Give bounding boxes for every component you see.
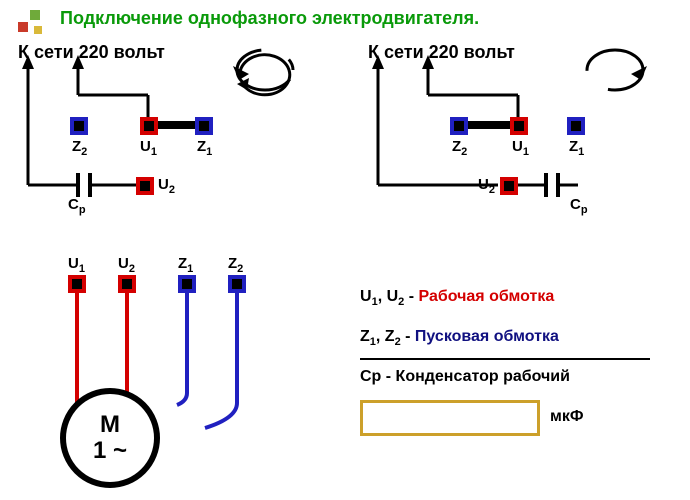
term-z2-bottom (228, 275, 246, 293)
term-u1-right (510, 117, 528, 135)
lbl-z2-left: Z2 (72, 138, 87, 158)
lbl-z1-bottom: Z1 (178, 255, 193, 275)
right-circuit-wires (368, 55, 668, 215)
lbl-z2-bottom: Z2 (228, 255, 243, 275)
term-u2-bottom (118, 275, 136, 293)
term-z1-bottom (178, 275, 196, 293)
lbl-u1-left: U1 (140, 138, 157, 158)
term-z2-left (70, 117, 88, 135)
term-u2-right (500, 177, 518, 195)
legend-u: U1, U2 - Рабочая обмотка (360, 288, 554, 308)
lbl-u2-left: U2 (158, 176, 175, 196)
motor-label-phase: 1 ~ (93, 437, 127, 464)
lbl-u1-right: U1 (512, 138, 529, 158)
lbl-cp-right: Cp (570, 196, 588, 216)
capacitor-value-box (360, 400, 540, 436)
term-u2-left (136, 177, 154, 195)
lbl-z1-right: Z1 (569, 138, 584, 158)
motor-symbol: M 1 ~ (60, 388, 160, 488)
term-z1-left (195, 117, 213, 135)
legend-c: Cp - Конденсатор рабочий (360, 368, 570, 386)
capacitor-unit: мкФ (550, 408, 584, 426)
page-title: Подключение однофазного электродвигателя… (60, 8, 479, 29)
lbl-z1-left: Z1 (197, 138, 212, 158)
term-z2-right (450, 117, 468, 135)
lbl-z2-right: Z2 (452, 138, 467, 158)
lbl-cp-left: Cp (68, 196, 86, 216)
legend-divider (360, 358, 650, 360)
term-u1-bottom (68, 275, 86, 293)
term-u1-left (140, 117, 158, 135)
lbl-u2-bottom: U2 (118, 255, 135, 275)
legend-z: Z1, Z2 - Пусковая обмотка (360, 328, 559, 348)
lbl-u1-bottom: U1 (68, 255, 85, 275)
logo (18, 10, 48, 40)
motor-label-m: M (100, 411, 120, 438)
lbl-u2-right: U2 (478, 176, 495, 196)
term-z1-right (567, 117, 585, 135)
